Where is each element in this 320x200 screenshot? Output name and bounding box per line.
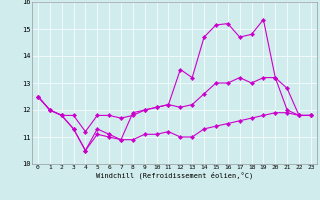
X-axis label: Windchill (Refroidissement éolien,°C): Windchill (Refroidissement éolien,°C) xyxy=(96,172,253,179)
